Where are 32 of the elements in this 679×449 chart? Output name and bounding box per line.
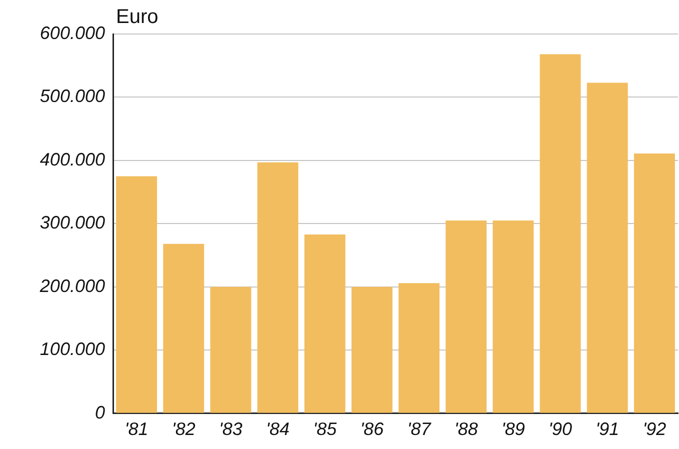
x-tick-label: '89 xyxy=(501,419,525,440)
bar xyxy=(492,220,534,413)
x-tick-label: '92 xyxy=(642,419,666,440)
x-tick-label: '88 xyxy=(454,419,478,440)
bar xyxy=(116,176,158,413)
y-tick-label: 300.000 xyxy=(40,212,105,233)
y-tick-label: 100.000 xyxy=(40,339,105,360)
bar xyxy=(586,82,628,413)
bar xyxy=(446,220,487,413)
bar xyxy=(257,162,298,413)
x-tick-label: '82 xyxy=(172,419,196,440)
x-tick-label: '90 xyxy=(548,419,572,440)
x-tick-label: '87 xyxy=(407,419,432,440)
y-tick-label: 400.000 xyxy=(40,149,105,170)
y-tick-label: 0 xyxy=(94,402,105,422)
x-tick-label: '81 xyxy=(124,419,148,440)
bar xyxy=(163,244,204,413)
bar xyxy=(398,283,440,413)
y-axis-title: Euro xyxy=(116,6,158,29)
bar xyxy=(351,286,392,413)
y-tick-label: 200.000 xyxy=(38,276,105,296)
bar xyxy=(210,286,252,413)
bar xyxy=(540,54,581,413)
bar xyxy=(634,154,675,413)
y-tick-label: 600.000 xyxy=(40,23,105,43)
x-tick-label: '91 xyxy=(596,419,620,440)
y-tick-label: 500.000 xyxy=(40,86,105,106)
x-tick-label: '83 xyxy=(218,419,242,440)
x-tick-label: '86 xyxy=(360,419,385,440)
x-tick-label: '84 xyxy=(266,419,290,440)
x-tick-label: '85 xyxy=(313,419,338,440)
bar xyxy=(304,234,346,413)
